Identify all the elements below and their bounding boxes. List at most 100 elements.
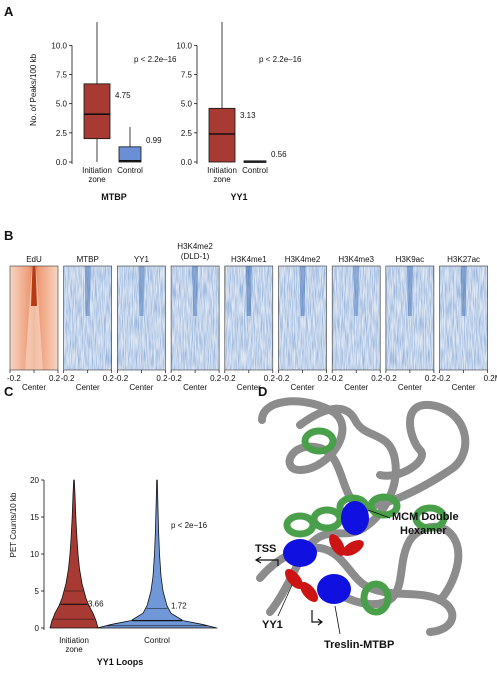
category-label: Initiation xyxy=(207,166,237,175)
x-tick-right: 0.2 xyxy=(156,374,168,383)
mcm-ring-icon xyxy=(310,506,344,532)
category-label: zone xyxy=(65,645,83,654)
x-tick-left: -0.2 xyxy=(168,374,182,383)
yy1-leader-line xyxy=(277,584,293,617)
y-tick-label: 15 xyxy=(30,513,39,522)
x-tick-left: -0.2 xyxy=(329,374,343,383)
mean-label: 4.75 xyxy=(115,91,131,100)
heatmap-signal xyxy=(192,266,199,316)
y-tick-label: 2.5 xyxy=(56,129,68,138)
mcm-ring-icon xyxy=(301,427,337,455)
x-tick-left: -0.2 xyxy=(383,374,397,383)
p-value-label: p < 2.2e–16 xyxy=(134,55,177,64)
heatmap-title: (DLD-1) xyxy=(181,252,210,261)
y-tick-label: 5.0 xyxy=(181,100,193,109)
x-tick-right: 0.2 xyxy=(425,374,437,383)
x-tick-right: 0.2 xyxy=(318,374,330,383)
box-rect xyxy=(83,83,111,140)
x-tick-left: -0.2 xyxy=(437,374,451,383)
mcm-ring-icon xyxy=(360,580,392,616)
category-label: Initiation xyxy=(82,166,112,175)
heatmap-signal xyxy=(406,266,413,316)
heatmap-column: H3K4me2 -0.2 0.2 Center xyxy=(276,255,330,392)
x-tick-center: Center xyxy=(129,383,153,392)
x-tick-left: -0.2 xyxy=(61,374,75,383)
x-tick-center: Center xyxy=(452,383,476,392)
panel-letter-a: A xyxy=(4,4,14,19)
p-value-label: p < 2e−16 xyxy=(171,521,208,530)
tss-label: TSS xyxy=(255,543,276,555)
box-rect xyxy=(208,107,236,163)
x-tick-right: 0.2 xyxy=(103,374,115,383)
heatmap-title: H3K4me3 xyxy=(338,255,374,264)
mean-label: 0.99 xyxy=(146,136,162,145)
y-tick-label: 20 xyxy=(30,476,39,485)
heatmap-signal xyxy=(25,266,43,370)
heatmap-title: H3K27ac xyxy=(447,255,480,264)
direction-arrow-icon xyxy=(311,610,322,623)
category-label: Control xyxy=(144,636,170,645)
heatmap-title: H3K9ac xyxy=(396,255,424,264)
heatmap-signal xyxy=(460,266,467,316)
x-tick-right: 0.2 xyxy=(49,374,61,383)
treslin-mtbp-icon xyxy=(341,501,369,535)
mean-label: 3.66 xyxy=(88,599,104,608)
x-tick-center: Center xyxy=(290,383,314,392)
panel-d-cartoon: TSS MCM Double Hexamer YY1 Treslin-MTBP xyxy=(254,397,470,651)
treslin-leader-line xyxy=(334,605,341,635)
heatmap-signal xyxy=(138,266,145,316)
violin-y-axis-title: PET Counts/10 kb xyxy=(9,492,18,557)
y-tick-label: 2.5 xyxy=(181,129,193,138)
x-tick-center: Center xyxy=(344,383,368,392)
heatmap-title: MTBP xyxy=(77,255,99,264)
x-tick-center: Center xyxy=(237,383,261,392)
heatmap-signal xyxy=(299,266,306,316)
dna-strand xyxy=(336,522,463,609)
y-tick-label: 0.0 xyxy=(181,158,193,167)
x-tick-right: 0.2 xyxy=(210,374,222,383)
x-tick-center: Center xyxy=(22,383,46,392)
y-tick-label: 10.0 xyxy=(176,41,192,50)
heatmap-signal xyxy=(31,266,37,306)
yy1-protein-icon xyxy=(300,582,318,602)
mcm-leader-line xyxy=(367,509,391,519)
mcm-ring-icon xyxy=(367,493,401,519)
x-tick-right: 0.2 xyxy=(371,374,383,383)
tss-arrow-icon xyxy=(257,559,279,566)
x-tick-center: Center xyxy=(76,383,100,392)
x-tick-left: -0.2 xyxy=(276,374,290,383)
box-rect xyxy=(118,146,142,163)
plot-title: MTBP xyxy=(101,192,127,202)
panel-letter-c: C xyxy=(4,384,14,399)
y-tick-label: 5.0 xyxy=(56,100,68,109)
heatmap-title: YY1 xyxy=(134,255,150,264)
mean-label: 1.72 xyxy=(171,602,187,611)
category-label: Initiation xyxy=(59,636,89,645)
heatmap-signal xyxy=(353,266,360,316)
category-label: Control xyxy=(117,166,143,175)
y-tick-label: 0 xyxy=(35,624,40,633)
category-label: Control xyxy=(242,166,268,175)
category-label: zone xyxy=(213,175,231,184)
x-tick-center: Center xyxy=(183,383,207,392)
x-tick-left: -0.2 xyxy=(114,374,128,383)
category-label: zone xyxy=(88,175,106,184)
y-tick-label: 7.5 xyxy=(181,71,193,80)
mean-label: 0.56 xyxy=(271,150,287,159)
heatmap-title: H3K4me2 xyxy=(177,242,213,251)
treslin-mtbp-icon xyxy=(317,574,351,604)
violin-x-axis-title: YY1 Loops xyxy=(97,657,144,667)
x-tick-right: 0.2 xyxy=(264,374,276,383)
y-tick-label: 5 xyxy=(35,587,40,596)
x-tick-center: Center xyxy=(398,383,422,392)
x-tick-left: -0.2 xyxy=(7,374,21,383)
x-tick-right: 0.2Mb xyxy=(484,374,497,383)
heatmap-title: H3K4me1 xyxy=(231,255,267,264)
y-tick-label: 0.0 xyxy=(56,158,68,167)
direction-arrow-icon xyxy=(317,618,323,626)
treslin-mtbp-icon xyxy=(283,539,317,567)
